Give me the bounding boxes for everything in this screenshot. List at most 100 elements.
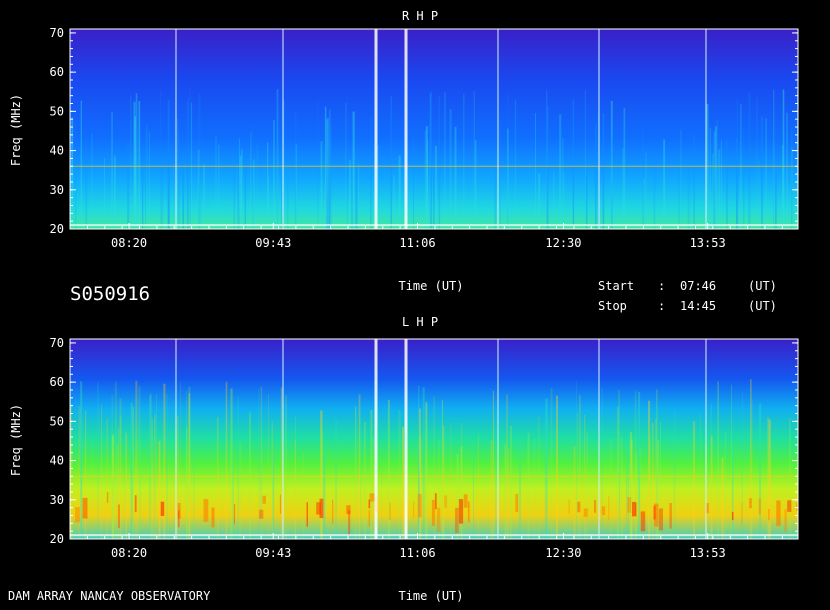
texture-streak — [579, 394, 581, 539]
texture-streak — [538, 416, 540, 539]
texture-streak — [789, 418, 791, 539]
burst-patch — [279, 494, 281, 514]
texture-streak — [253, 159, 255, 229]
texture-streak — [239, 138, 241, 229]
texture-streak — [124, 445, 126, 539]
texture-streak — [329, 125, 332, 229]
texture-streak — [617, 406, 619, 539]
texture-streak — [189, 89, 191, 229]
texture-streak — [444, 92, 446, 229]
texture-streak — [709, 127, 711, 229]
texture-streak — [546, 89, 548, 229]
texture-streak — [527, 433, 530, 539]
burst-patch — [467, 501, 470, 523]
texture-streak — [496, 148, 498, 229]
texture-streak — [241, 149, 243, 229]
texture-streak — [185, 427, 188, 539]
texture-streak — [425, 401, 427, 539]
texture-streak — [285, 395, 287, 539]
texture-streak — [193, 445, 195, 539]
texture-streak — [620, 436, 623, 539]
start-unit: (UT) — [748, 279, 777, 293]
x-tick-label: 09:43 — [255, 236, 291, 250]
texture-streak — [232, 457, 234, 539]
texture-streak — [103, 158, 105, 229]
texture-streak — [233, 159, 235, 229]
texture-streak — [97, 381, 99, 539]
texture-streak — [119, 398, 122, 539]
burst-patch — [82, 497, 88, 519]
texture-streak — [267, 142, 269, 229]
burst-patch — [106, 492, 109, 503]
texture-streak — [427, 139, 428, 229]
texture-streak — [116, 444, 119, 539]
x-tick-label: 12:30 — [545, 546, 581, 560]
texture-streak — [163, 383, 166, 539]
burst-patch — [134, 495, 137, 513]
texture-streak — [230, 388, 233, 539]
texture-streak — [381, 455, 382, 539]
texture-streak — [180, 381, 181, 539]
texture-streak — [287, 174, 289, 229]
y-tick-label: 20 — [50, 532, 64, 546]
burst-patch — [436, 507, 441, 532]
burst-patch — [749, 498, 752, 509]
texture-streak — [119, 416, 122, 539]
burst-patch — [601, 506, 606, 516]
texture-streak — [91, 437, 93, 539]
burst-patch — [608, 496, 610, 520]
texture-streak — [731, 384, 732, 539]
texture-streak — [101, 405, 102, 539]
texture-streak — [125, 432, 127, 539]
texture-streak — [237, 145, 240, 229]
texture-streak — [167, 450, 169, 539]
texture-streak — [460, 446, 463, 539]
texture-streak — [586, 432, 588, 539]
texture-streak — [782, 89, 785, 229]
texture-streak — [625, 442, 628, 539]
rhp-frame — [69, 28, 799, 230]
texture-streak — [693, 134, 695, 229]
texture-streak — [323, 454, 326, 539]
texture-streak — [442, 426, 445, 539]
texture-streak — [398, 155, 401, 229]
texture-streak — [156, 394, 157, 539]
texture-streak — [768, 419, 771, 539]
start-value: 07:46 — [680, 279, 716, 293]
texture-streak — [678, 156, 680, 229]
texture-streak — [372, 437, 374, 539]
texture-streak — [642, 127, 645, 229]
burst-patch — [654, 503, 659, 527]
texture-streak — [118, 427, 119, 539]
texture-streak — [151, 419, 153, 539]
texture-streak — [507, 128, 509, 229]
texture-streak — [553, 171, 555, 229]
burst-patch — [319, 498, 324, 519]
start-sep: : — [658, 279, 665, 293]
texture-streak — [133, 101, 136, 229]
observation-id: S050916 — [70, 283, 150, 305]
texture-streak — [791, 148, 793, 229]
burst-patch — [444, 495, 448, 508]
texture-streak — [349, 160, 352, 229]
texture-streak — [716, 120, 718, 229]
texture-streak — [294, 440, 296, 539]
texture-streak — [252, 125, 254, 229]
burst-patch — [233, 504, 236, 525]
texture-streak — [518, 438, 521, 539]
texture-streak — [618, 390, 620, 539]
texture-streak — [538, 173, 540, 229]
texture-streak — [326, 120, 329, 229]
texture-streak — [112, 434, 114, 539]
burst-patch — [458, 499, 464, 524]
texture-streak — [773, 89, 775, 229]
texture-streak — [198, 93, 201, 229]
texture-streak — [585, 158, 588, 229]
texture-streak — [250, 132, 252, 229]
texture-streak — [418, 385, 420, 539]
burst-patch — [306, 502, 308, 527]
texture-streak — [85, 137, 88, 229]
texture-streak — [461, 422, 463, 539]
texture-streak — [510, 425, 512, 539]
texture-streak — [430, 91, 432, 229]
